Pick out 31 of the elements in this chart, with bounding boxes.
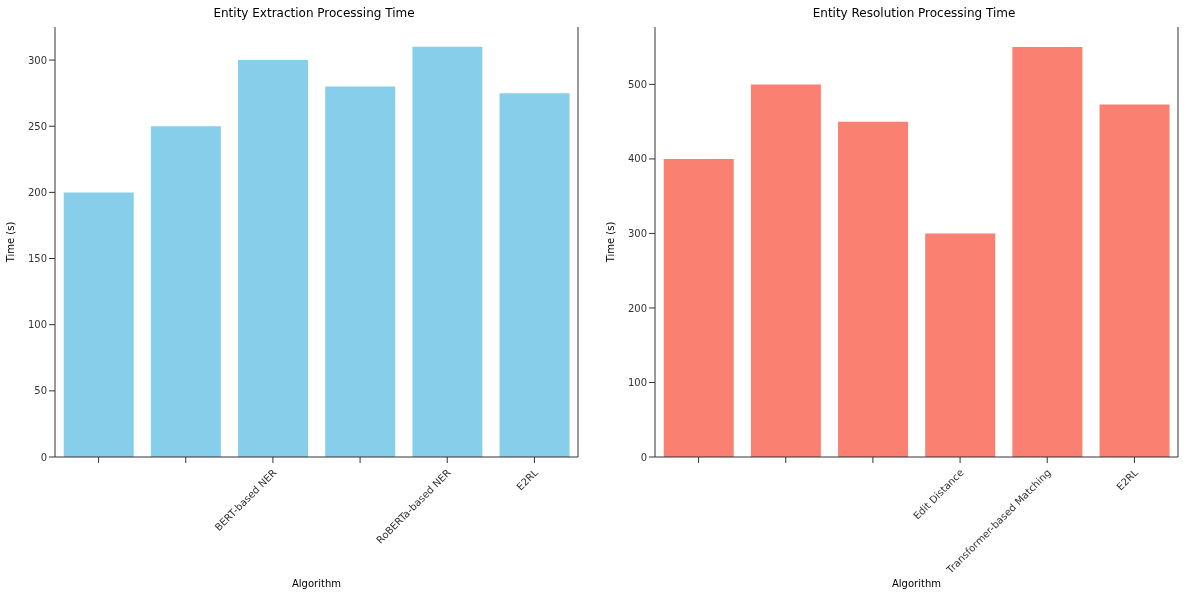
chart-title: Entity Resolution Processing Time [811, 6, 1017, 20]
x-axis-title: Algorithm [892, 578, 941, 589]
y-tick-label: 100 [27, 319, 47, 331]
bar [1099, 104, 1170, 457]
bar [63, 192, 134, 457]
x-axis-title: Algorithm [292, 578, 341, 589]
y-tick-label: 300 [627, 227, 647, 239]
y-tick-label: 300 [27, 54, 47, 66]
y-tick-label: 400 [627, 153, 647, 165]
y-tick-label: 250 [27, 120, 47, 132]
bar [412, 46, 483, 457]
y-tick-label: 50 [34, 385, 47, 397]
bar [663, 158, 734, 457]
y-tick-label: 500 [627, 78, 647, 90]
y-tick-label: 200 [627, 302, 647, 314]
bar [238, 60, 309, 457]
bar [838, 121, 909, 457]
chart-title: Entity Extraction Processing Time [212, 6, 416, 20]
y-tick-label: 0 [40, 451, 47, 463]
y-tick-label: 100 [627, 377, 647, 389]
y-axis-title: Time (s) [4, 221, 16, 264]
bar [325, 86, 396, 457]
bar [1012, 47, 1083, 457]
bar [150, 126, 221, 457]
bar [925, 233, 996, 457]
bar [499, 93, 570, 457]
y-tick-label: 200 [27, 186, 47, 198]
y-tick-label: 0 [640, 451, 647, 463]
bar [750, 84, 821, 457]
y-tick-label: 150 [27, 253, 47, 265]
y-axis-title: Time (s) [604, 221, 616, 264]
